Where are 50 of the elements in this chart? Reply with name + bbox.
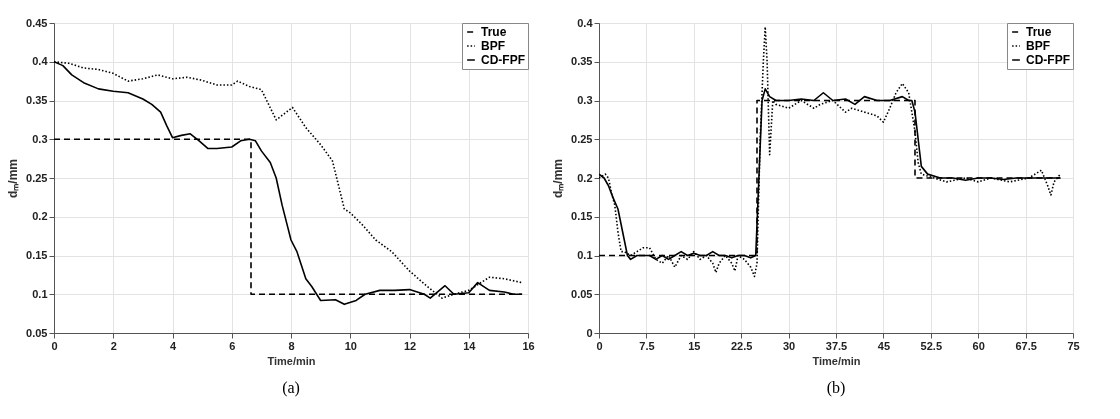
x-axis-title: Time/min	[812, 354, 861, 367]
x-tick-label: 6	[229, 339, 236, 352]
x-tick-label: 2	[110, 339, 117, 352]
legend-label: CD-FPF	[1026, 53, 1070, 67]
text: (a)	[282, 379, 300, 397]
y-tick-label: 0.25	[571, 132, 593, 145]
x-tick-label: 14	[463, 339, 477, 352]
x-tick-label: 30	[782, 339, 796, 352]
y-tick-label: 0.15	[26, 249, 48, 261]
y-tick-label: 0.2	[577, 171, 593, 184]
x-tick-label: 15	[688, 339, 701, 352]
y-tick-label: 0.35	[571, 55, 593, 68]
y-tick-label: 0.05	[571, 287, 593, 300]
x-tick-label: 0	[51, 339, 58, 352]
x-tick-label: 67.5	[1015, 339, 1037, 352]
x-tick-label: 7.5	[639, 339, 655, 352]
x-tick-label: 10	[344, 339, 357, 352]
legend-label: True	[1026, 25, 1052, 39]
y-axis-title: dₘ/mm	[551, 158, 566, 199]
x-tick-label: 45	[877, 339, 891, 352]
y-tick-label: 0.3	[577, 94, 593, 106]
y-tick-label: 0.25	[26, 171, 48, 184]
y-tick-label: 0.2	[32, 210, 48, 223]
y-axis-title: dₘ/mm	[6, 158, 21, 199]
y-tick-label: 0.3	[32, 132, 48, 145]
x-tick-label: 4	[169, 339, 177, 352]
legend-label: True	[481, 25, 507, 39]
y-tick-label: 0.1	[32, 287, 48, 300]
x-tick-label: 12	[403, 339, 417, 352]
x-tick-label: 16	[522, 339, 535, 352]
legend-label: BPF	[1026, 39, 1050, 53]
y-tick-label: 0	[586, 326, 593, 339]
y-tick-label: 0.05	[26, 326, 48, 339]
x-tick-label: 60	[972, 339, 985, 352]
x-tick-label: 22.5	[730, 339, 753, 352]
legend-label: CD-FPF	[481, 53, 525, 67]
y-tick-label: 0.35	[26, 94, 48, 106]
x-tick-label: 8	[288, 339, 295, 352]
x-axis-title: Time/min	[267, 354, 316, 367]
x-tick-label: 52.5	[920, 339, 943, 352]
x-tick-label: 75	[1067, 339, 1080, 352]
text: (b)	[826, 379, 846, 397]
y-tick-label: 0.4	[32, 55, 49, 68]
y-tick-label: 0.45	[26, 16, 48, 29]
x-tick-label: 37.5	[825, 339, 848, 352]
legend-label: BPF	[481, 39, 505, 53]
y-tick-label: 0.1	[577, 249, 593, 261]
x-tick-label: 0	[596, 339, 603, 352]
y-tick-label: 0.15	[571, 210, 593, 223]
y-tick-label: 0.4	[577, 16, 594, 29]
